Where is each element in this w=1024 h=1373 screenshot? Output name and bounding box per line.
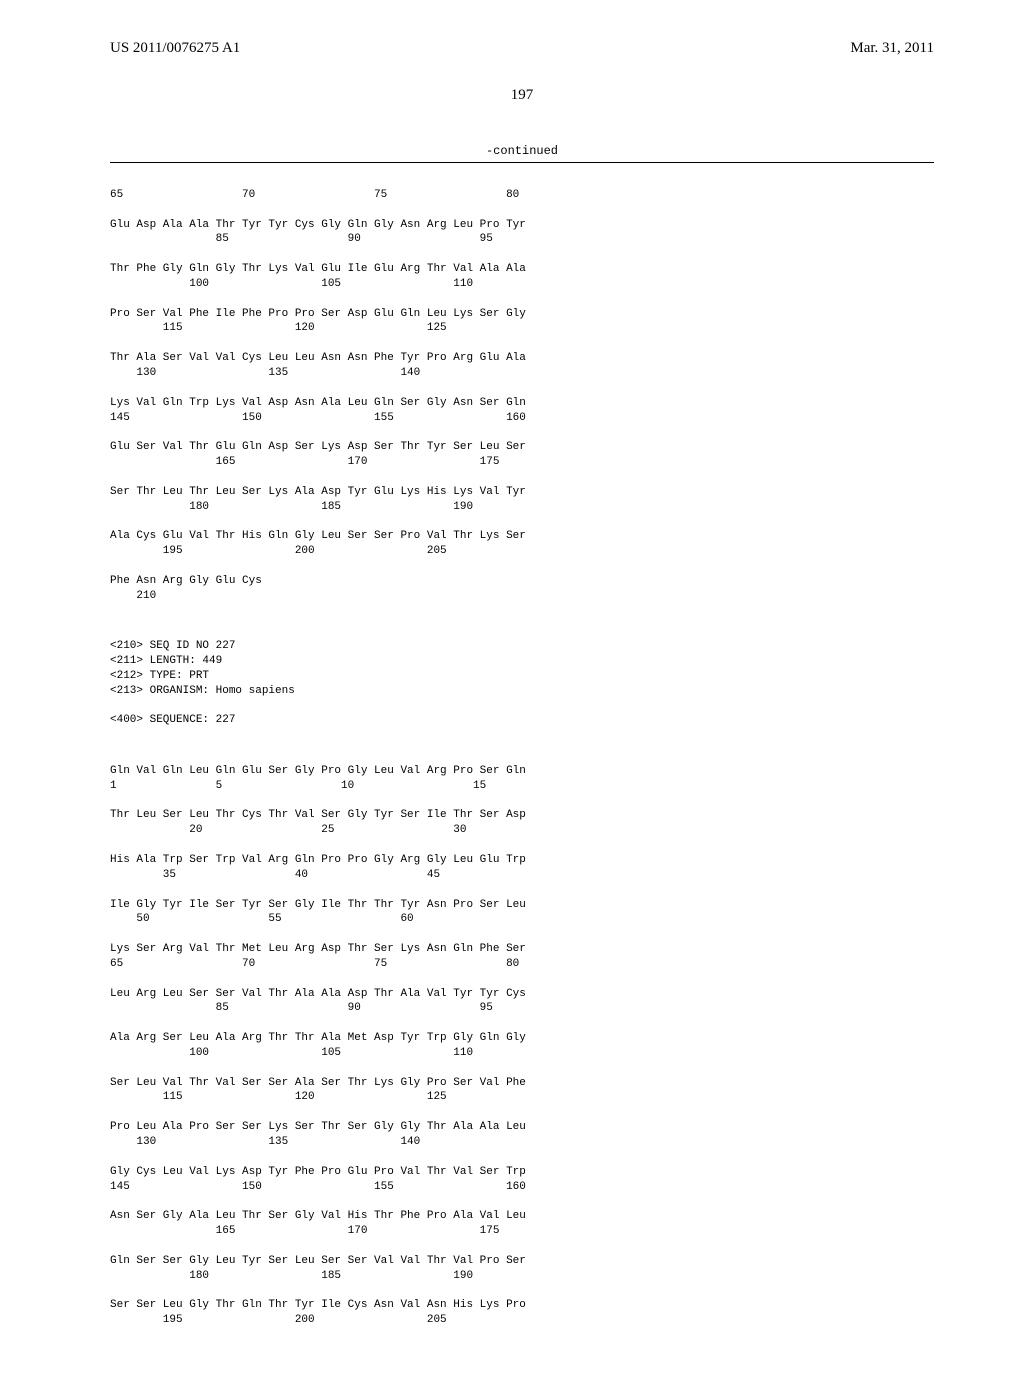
sequence-227-header: <210> SEQ ID NO 227 <211> LENGTH: 449 <2… <box>110 639 934 728</box>
page-number: 197 <box>110 87 934 104</box>
publication-date: Mar. 31, 2011 <box>850 40 934 57</box>
document-id: US 2011/0076275 A1 <box>110 40 240 57</box>
sequence-listing: 65 70 75 80 Glu Asp Ala Ala Thr Tyr Tyr … <box>110 162 934 1373</box>
page: US 2011/0076275 A1 Mar. 31, 2011 197 -co… <box>0 0 1024 1320</box>
sequence-227: Gln Val Gln Leu Gln Glu Ser Gly Pro Gly … <box>110 749 934 1343</box>
page-header: US 2011/0076275 A1 Mar. 31, 2011 <box>110 40 934 57</box>
sequence-226-continued: 65 70 75 80 Glu Asp Ala Ala Thr Tyr Tyr … <box>110 188 934 618</box>
continued-label: -continued <box>110 144 934 158</box>
